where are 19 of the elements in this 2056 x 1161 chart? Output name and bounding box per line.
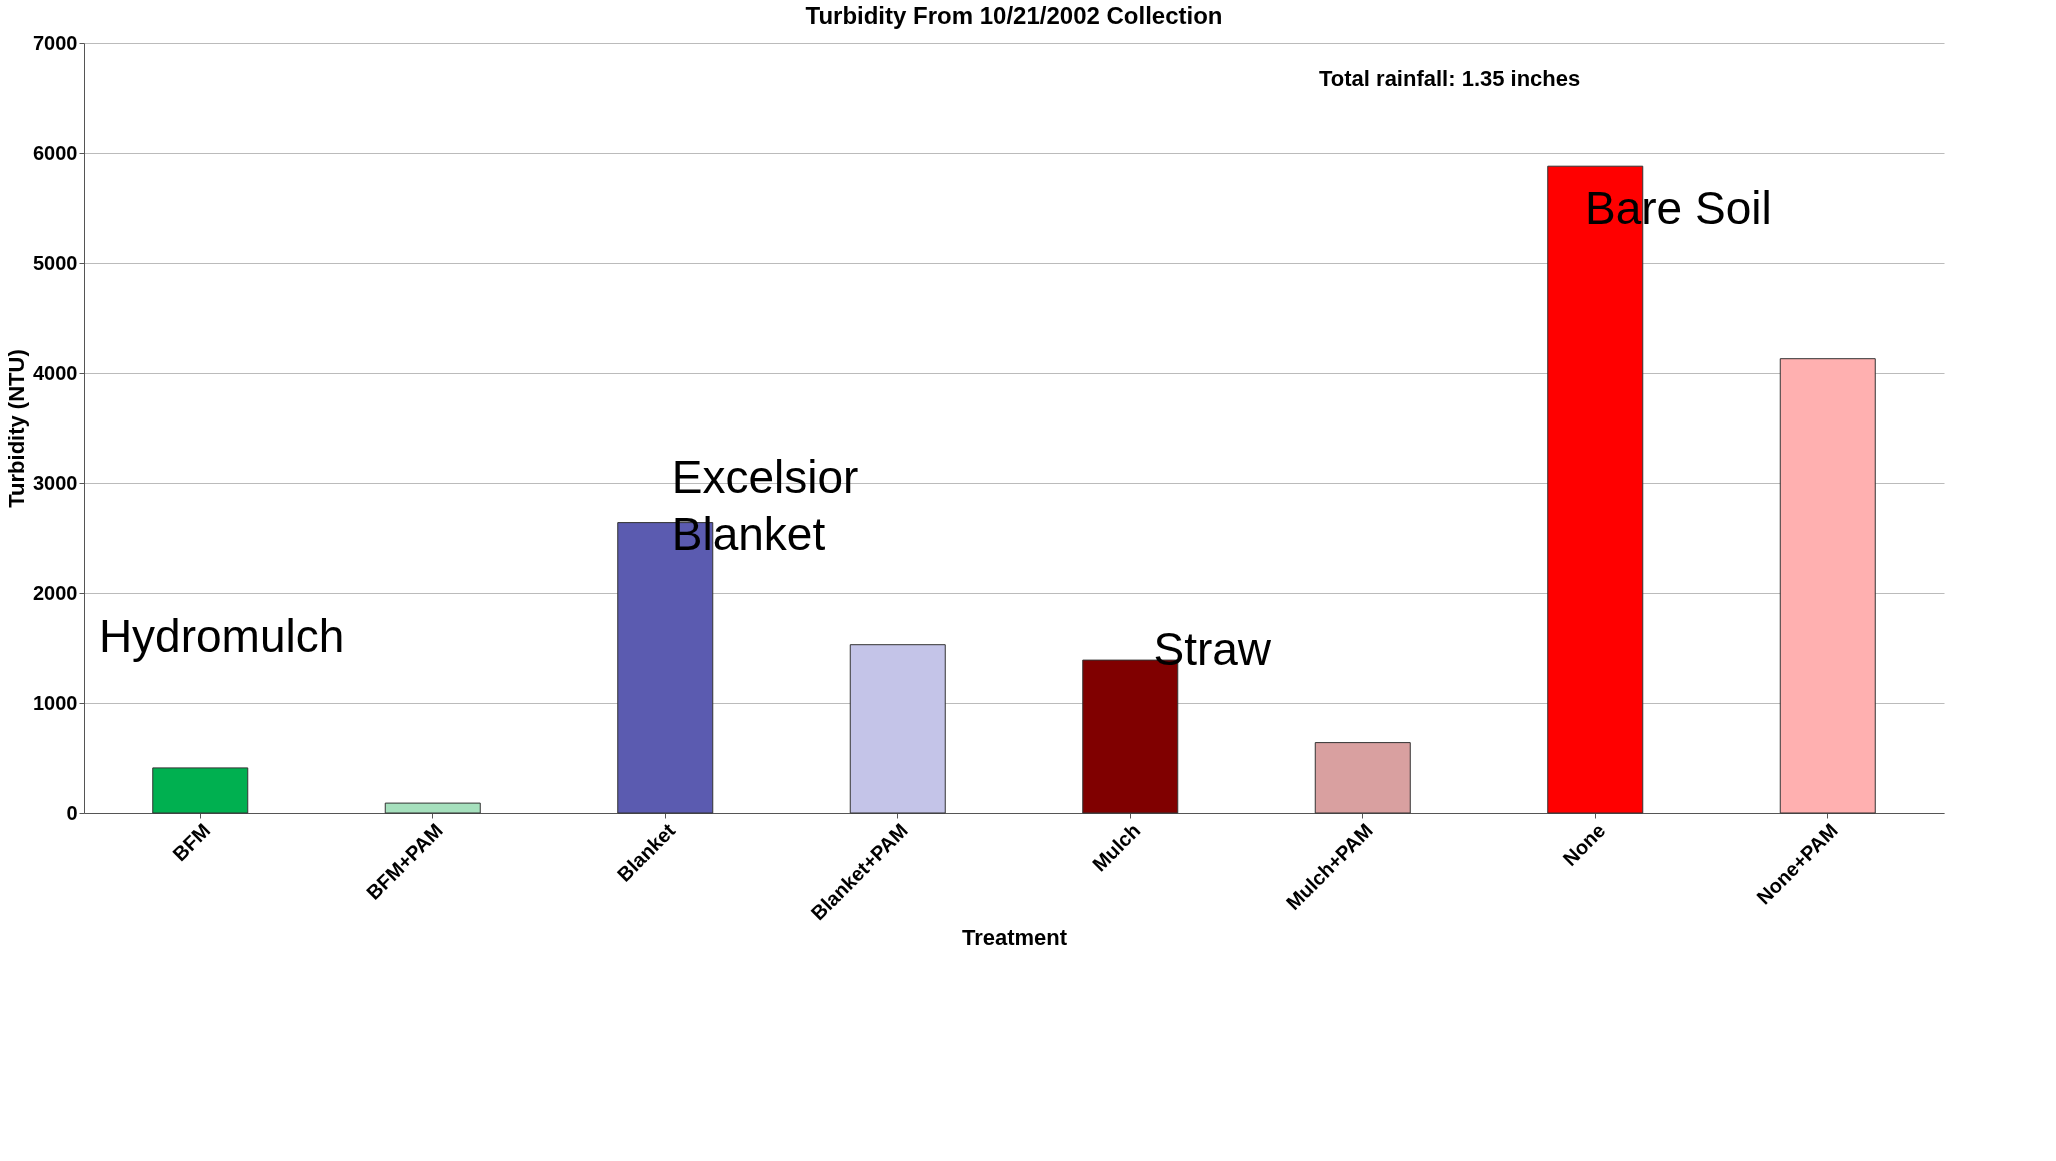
y-tick-label: 7000 xyxy=(33,31,78,54)
y-tick-label: 3000 xyxy=(33,471,78,494)
annotation: Total rainfall: 1.35 inches xyxy=(1319,66,1581,92)
y-tick-label: 4000 xyxy=(33,361,78,384)
x-axis-title: Treatment xyxy=(961,925,1068,951)
y-tick-label: 2000 xyxy=(33,581,78,604)
annotation: Hydromulch xyxy=(98,610,345,663)
y-tick-label: 5000 xyxy=(33,251,78,274)
bar xyxy=(1314,742,1411,814)
y-tick-label: 0 xyxy=(66,801,78,824)
bar xyxy=(1779,358,1876,814)
y-tick-label: 1000 xyxy=(33,691,78,714)
y-tick-label: 6000 xyxy=(33,141,78,164)
y-axis-title: Turbidity (NTU) xyxy=(4,349,30,508)
chart-title: Turbidity From 10/21/2002 Collection xyxy=(805,2,1223,29)
bar xyxy=(384,802,481,814)
bar xyxy=(849,644,946,814)
bar xyxy=(152,767,249,814)
annotation: Straw xyxy=(1153,623,1272,676)
